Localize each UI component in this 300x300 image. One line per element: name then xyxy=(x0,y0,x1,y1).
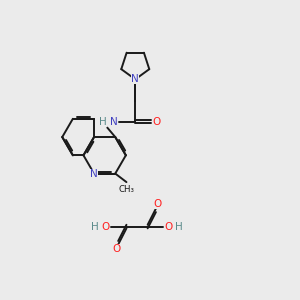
Text: O: O xyxy=(153,199,161,209)
Text: N: N xyxy=(110,117,118,127)
Text: O: O xyxy=(102,222,110,232)
Text: CH₃: CH₃ xyxy=(118,185,134,194)
Text: N: N xyxy=(131,74,139,84)
Text: H: H xyxy=(175,222,183,232)
Text: O: O xyxy=(112,244,121,254)
Text: H: H xyxy=(99,117,107,127)
Text: O: O xyxy=(164,222,172,232)
Text: H: H xyxy=(91,222,99,232)
Text: O: O xyxy=(153,117,161,127)
Text: N: N xyxy=(90,169,98,178)
